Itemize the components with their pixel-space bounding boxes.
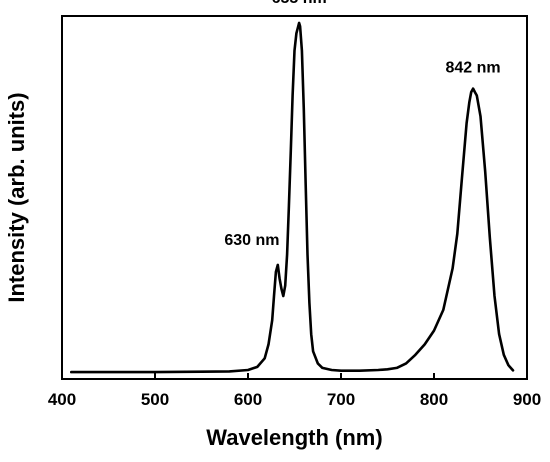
peak-label: 655 nm (272, 0, 327, 7)
x-axis-title: Wavelength (nm) (206, 425, 382, 450)
x-tick-label: 800 (420, 390, 448, 409)
plot-frame (61, 15, 528, 380)
y-axis-title: Intensity (arb. units) (4, 92, 29, 302)
x-tick-label: 700 (327, 390, 355, 409)
peak-label: 630 nm (224, 232, 279, 249)
x-axis-ticks: 400 500 600 700 800 900 (48, 373, 541, 409)
x-tick-label: 600 (234, 390, 262, 409)
peak-label: 842 nm (445, 60, 500, 77)
x-tick-label: 400 (48, 390, 76, 409)
x-tick-label: 500 (141, 390, 169, 409)
series-line (70, 21, 515, 374)
x-tick-label: 900 (513, 390, 541, 409)
peak-annotations: 630 nm 655 nm 842 nm (224, 0, 500, 249)
